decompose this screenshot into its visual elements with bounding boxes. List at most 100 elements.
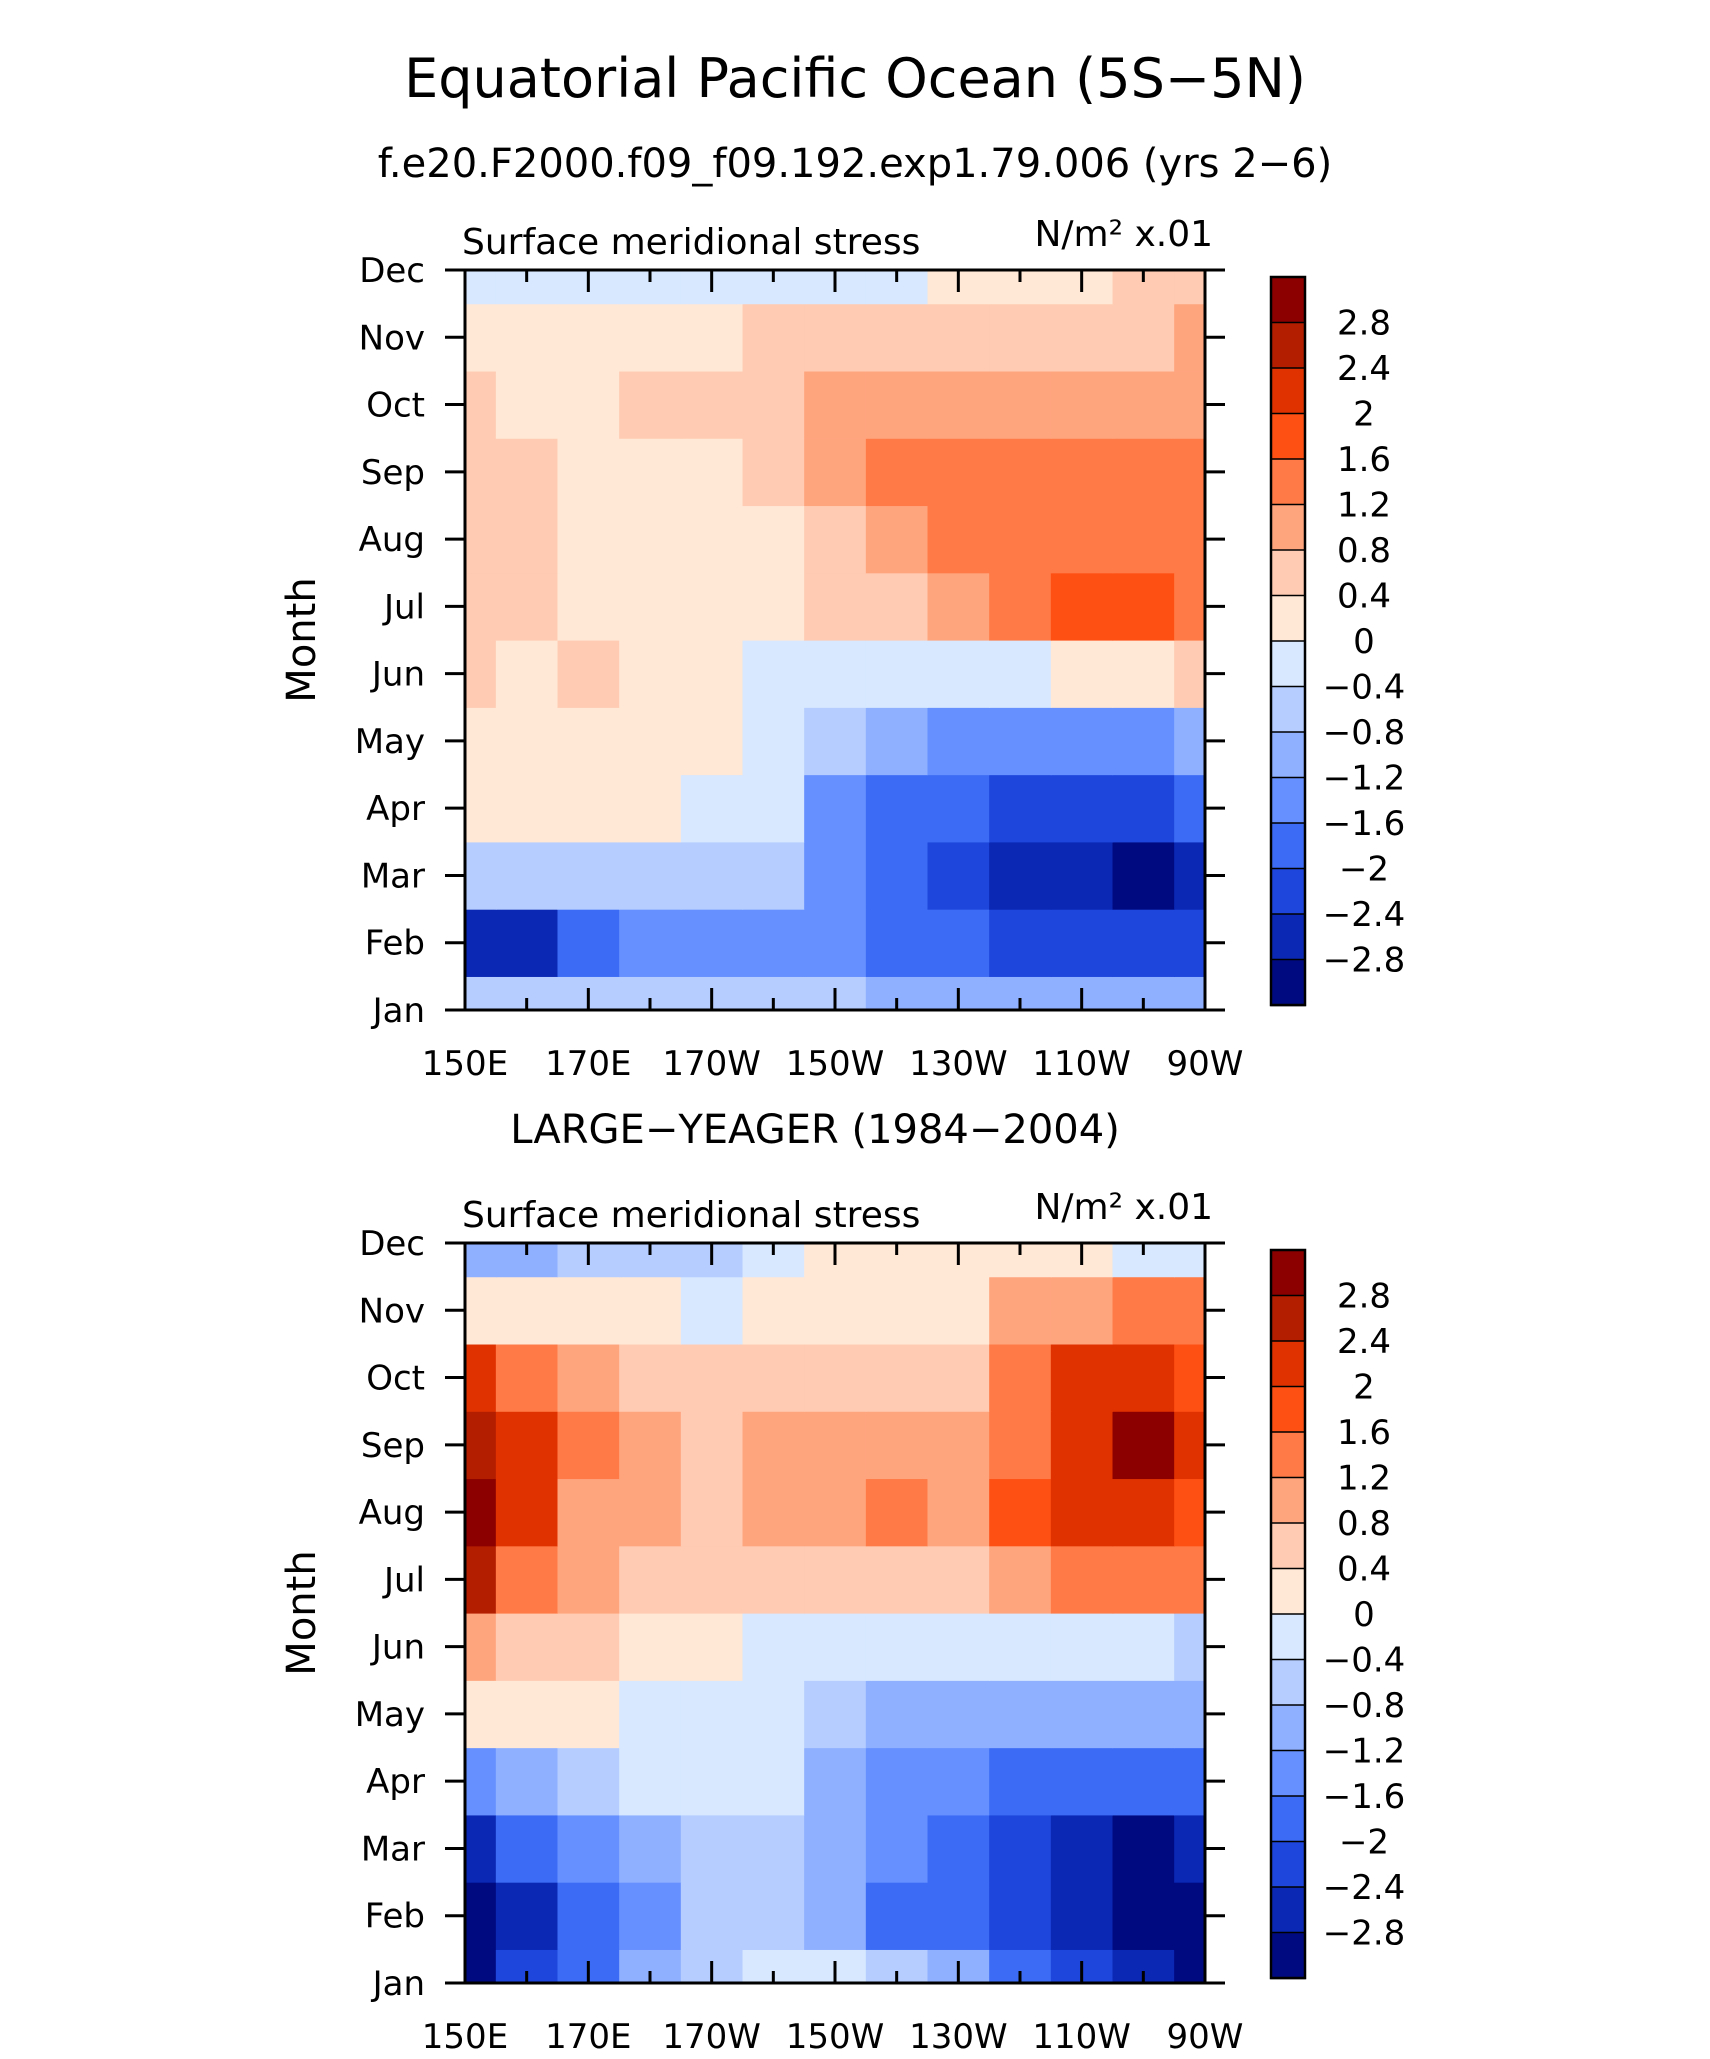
panel-obs-cell-May-130W xyxy=(927,1680,990,1749)
panel-obs-cell-Jun-110W xyxy=(1050,1613,1114,1681)
panel-obs-cell-Jul-120W xyxy=(989,1545,1052,1614)
panel-model-axis-ticks xyxy=(445,268,1225,1012)
panel-model-x-tick-label: 170W xyxy=(662,1044,761,1084)
panel-model-colorbar-box xyxy=(1270,458,1306,506)
panel-obs-cell-Aug-130W xyxy=(927,1478,990,1547)
panel-obs-cell-Jun-130W xyxy=(927,1613,990,1681)
panel-model-y-tick-label: Sep xyxy=(361,453,425,493)
panel-model-cell-Apr-180 xyxy=(619,774,682,843)
panel-model-cell-May-130W xyxy=(927,707,990,776)
panel-obs-cell-May-150E xyxy=(465,1680,497,1749)
panel-model-colorbar-label: 1.2 xyxy=(1337,486,1391,526)
panel-obs-cell-Feb-170E xyxy=(557,1882,620,1950)
panel-model-y-axis-label: Month xyxy=(279,577,325,702)
panel-obs-cell-Nov-170E xyxy=(557,1276,620,1345)
panel-obs-cell-Oct-160W xyxy=(742,1343,805,1412)
panel-model-cell-Jan-150E xyxy=(465,976,497,1011)
panel-model-cell-Oct-100W xyxy=(1112,370,1175,439)
panel-obs-variable-label: Surface meridional stress xyxy=(462,1195,920,1236)
panel-model-cell-Jun-170E xyxy=(557,640,620,708)
panel-obs-colorbar-label: −2.4 xyxy=(1323,1868,1406,1908)
panel-model-x-tick-label: 150W xyxy=(786,1044,885,1084)
panel-obs-cell-Mar-170W xyxy=(680,1814,744,1883)
panel-model-colorbar-label: −0.4 xyxy=(1323,668,1406,708)
panel-model-y-tick-label: May xyxy=(355,722,425,762)
panel-model-colorbar-box xyxy=(1270,412,1306,461)
panel-model-cell-May-150W xyxy=(804,707,867,776)
panel-model-colorbar-label: 0 xyxy=(1353,622,1375,662)
panel-obs-cell-Sep-150E xyxy=(465,1411,497,1480)
panel-model-cell-Feb-170W xyxy=(680,909,744,977)
panel-obs-cell-Sep-160E xyxy=(495,1411,559,1480)
panel-model-cell-Sep-160W xyxy=(742,438,805,507)
panel-model-cell-May-120W xyxy=(989,707,1052,776)
panel-model-colorbar-label: −2 xyxy=(1339,850,1389,890)
panel-model-colorbar-box xyxy=(1270,822,1306,870)
panel-model-cell-Jul-180 xyxy=(619,572,682,641)
panel-model-cell-May-100W xyxy=(1112,707,1175,776)
panel-obs-colorbar-label: 2.8 xyxy=(1337,1277,1391,1317)
panel-obs-cell-Feb-120W xyxy=(989,1882,1052,1950)
panel-obs-cell-Oct-120W xyxy=(989,1343,1052,1412)
panel-obs-cell-Apr-90W xyxy=(1174,1747,1206,1816)
panel-obs-cell-Sep-180 xyxy=(619,1411,682,1480)
panel-obs-cell-Dec-150E xyxy=(465,1243,497,1278)
panel-model-colorbar-box xyxy=(1270,503,1306,552)
panel-obs-cell-Aug-120W xyxy=(989,1478,1052,1547)
panel-model-colorbar-label: −1.2 xyxy=(1323,759,1406,799)
panel-model-cell-Feb-150W xyxy=(804,909,867,977)
panel-obs-cell-Nov-100W xyxy=(1112,1276,1175,1345)
panel-model-cell-Oct-160W xyxy=(742,370,805,439)
panel-obs-y-tick-label: Oct xyxy=(366,1359,425,1399)
panel-model-cell-Aug-140W xyxy=(865,505,929,574)
panel-model-cell-Jun-160E xyxy=(495,640,559,708)
panel-model-y-tick-label: Oct xyxy=(366,386,425,426)
panel-model-cell-Oct-120W xyxy=(989,370,1052,439)
panel-model-cell-Mar-150W xyxy=(804,841,867,910)
panel-obs-cell-Jul-160E xyxy=(495,1545,559,1614)
panel-model-cell-Mar-100W xyxy=(1112,841,1175,910)
panel-obs-y-tick-label: Jan xyxy=(371,1964,425,2004)
panel-obs-cell-Feb-140W xyxy=(865,1882,929,1950)
panel-model-cell-Jul-170E xyxy=(557,572,620,641)
panel-obs-cell-Nov-140W xyxy=(865,1276,929,1345)
panel-model-cell-Aug-150W xyxy=(804,505,867,574)
panel-model-x-tick-label: 130W xyxy=(909,1044,1008,1084)
panel-model-y-tick-label: Dec xyxy=(359,251,425,291)
panel-model-cell-Sep-150E xyxy=(465,438,497,507)
panel-obs-cell-Oct-90W xyxy=(1174,1343,1206,1412)
panel-model-x-tick-label: 90W xyxy=(1167,1044,1244,1084)
panel-obs-cell-Feb-180 xyxy=(619,1882,682,1950)
panel-obs-cell-Apr-150W xyxy=(804,1747,867,1816)
panel-model-cell-Oct-180 xyxy=(619,370,682,439)
panel-obs-cell-Jun-150W xyxy=(804,1613,867,1681)
panel-obs-colorbar-label: 0.4 xyxy=(1337,1550,1391,1590)
panel-obs-units-label: N/m² x.01 xyxy=(1034,1187,1213,1228)
panel-model-y-tick-label: Feb xyxy=(365,924,425,964)
panel-obs-cell-Jun-170E xyxy=(557,1613,620,1681)
panel-model-y-tick-label: Apr xyxy=(366,789,425,829)
panel-model-cell-Apr-90W xyxy=(1174,774,1206,843)
panel-model-colorbar-label: −2.4 xyxy=(1323,895,1406,935)
panel-model-cell-Sep-160E xyxy=(495,438,559,507)
panel-obs-cell-Feb-160W xyxy=(742,1882,805,1950)
panel-obs-cell-Nov-130W xyxy=(927,1276,990,1345)
panel-obs-cell-Mar-150W xyxy=(804,1814,867,1883)
panel-model-cell-Nov-120W xyxy=(989,303,1052,372)
panel-model-y-tick-label: Nov xyxy=(359,318,425,358)
panel-obs-cell-Apr-150E xyxy=(465,1747,497,1816)
panel-obs-cell-Sep-130W xyxy=(927,1411,990,1480)
panel-model-cell-Aug-170E xyxy=(557,505,620,574)
panel-model-cell-Apr-160E xyxy=(495,774,559,843)
panel-obs-cell-Aug-150W xyxy=(804,1478,867,1547)
panel-obs-cell-Nov-150W xyxy=(804,1276,867,1345)
panel-model-cell-May-160E xyxy=(495,707,559,776)
panel-model-colorbar-label: 2.8 xyxy=(1337,304,1391,344)
panel-model-x-tick-label: 150E xyxy=(422,1044,508,1084)
panel-obs-cell-Jul-130W xyxy=(927,1545,990,1614)
panel-obs-cell-Feb-170W xyxy=(680,1882,744,1950)
panel-model-colorbar-box xyxy=(1270,321,1306,370)
panel-model-cell-Mar-120W xyxy=(989,841,1052,910)
panel-obs-cell-Jun-90W xyxy=(1174,1613,1206,1681)
